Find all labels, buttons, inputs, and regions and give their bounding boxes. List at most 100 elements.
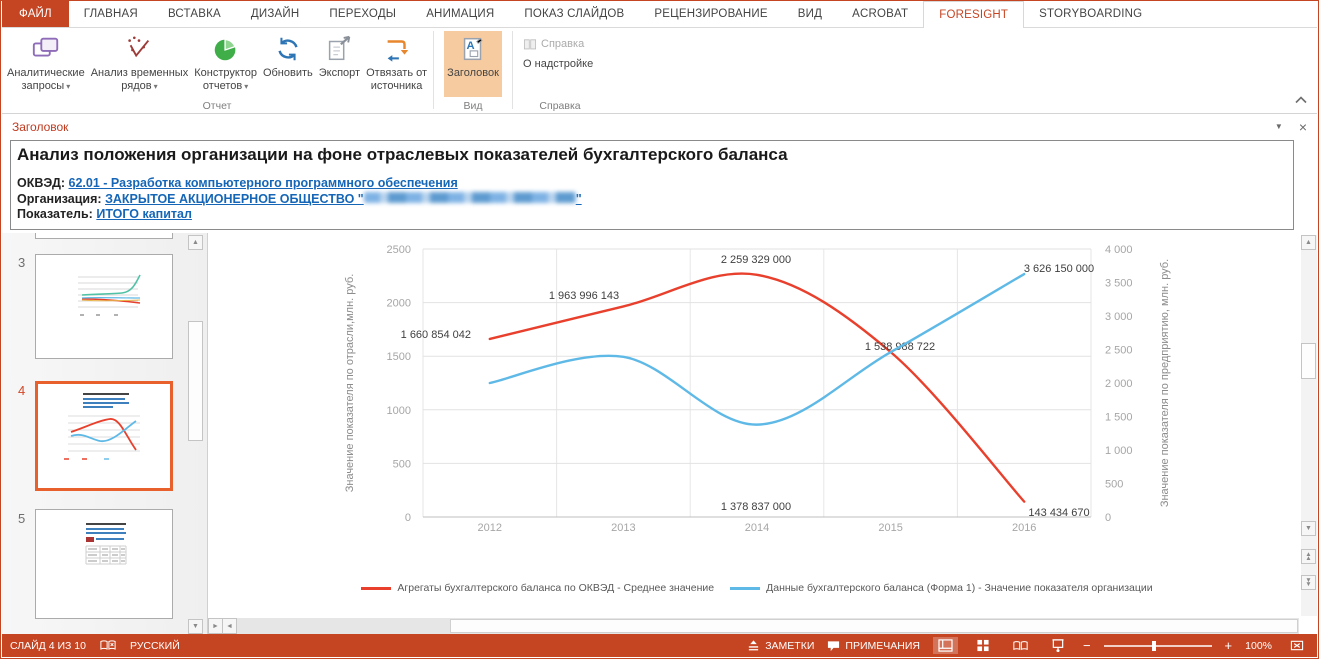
- unlink-source-button[interactable]: Отвязать от источника: [363, 31, 430, 97]
- slide-2-thumbnail-partial[interactable]: [35, 233, 173, 239]
- tab-review[interactable]: РЕЦЕНЗИРОВАНИЕ: [654, 8, 768, 20]
- slideshow-icon: [1052, 639, 1064, 652]
- organization-link[interactable]: ЗАКРЫТОЕ АКЦИОНЕРНОЕ ОБЩЕСТВО " ": [105, 191, 582, 206]
- slide-number-selected: 4: [18, 383, 26, 398]
- comments-toggle[interactable]: ПРИМЕЧАНИЯ: [827, 640, 920, 652]
- title-task-pane: Заголовок ▼ × Анализ положения организац…: [2, 114, 1317, 233]
- zoom-level[interactable]: 100%: [1245, 639, 1272, 652]
- comments-icon: [828, 640, 840, 651]
- chart-data-label: 3 626 150 000: [1024, 263, 1094, 275]
- tab-transitions[interactable]: ПЕРЕХОДЫ: [329, 8, 397, 20]
- unlink-source-icon: [381, 33, 413, 65]
- slide-3-thumbnail[interactable]: [35, 254, 173, 359]
- horizontal-scrollbar-thumb[interactable]: [450, 619, 1298, 633]
- slide-counter[interactable]: СЛАЙД 4 ИЗ 10: [10, 639, 86, 652]
- dropdown-arrow-icon: ▾: [66, 82, 71, 91]
- zoom-out-button[interactable]: −: [1082, 638, 1091, 653]
- legend-label: Агрегаты бухгалтерского баланса по ОКВЭД…: [397, 582, 715, 594]
- tab-slideshow[interactable]: ПОКАЗ СЛАЙДОВ: [524, 8, 625, 20]
- tab-design[interactable]: ДИЗАЙН: [250, 8, 300, 20]
- group-label-help: Справка: [539, 100, 581, 112]
- x-axis-year-label: 2014: [745, 522, 769, 534]
- tab-insert[interactable]: ВСТАВКА: [167, 8, 221, 20]
- thumbnail-scrollbar: ▲ ▼: [188, 235, 203, 634]
- scroll-left-icon[interactable]: ◄: [222, 618, 237, 634]
- scroll-down-icon[interactable]: ▼: [1301, 521, 1316, 536]
- tab-file[interactable]: ФАЙЛ: [2, 1, 69, 27]
- chart-data-label: 1 660 854 042: [401, 329, 471, 341]
- tab-view[interactable]: ВИД: [797, 8, 823, 20]
- right-axis-tick-label: 1 500: [1105, 412, 1133, 424]
- indicator-link[interactable]: ИТОГО капитал: [96, 207, 192, 221]
- group-label-view: Вид: [463, 100, 483, 112]
- export-button[interactable]: Экспорт: [316, 31, 363, 97]
- legend-item-organization: Данные бухгалтерского баланса (Форма 1) …: [730, 582, 1153, 594]
- scroll-up-icon[interactable]: ▲: [1301, 235, 1316, 250]
- help-button[interactable]: Справка: [520, 35, 596, 53]
- workspace: 3 4: [2, 233, 1317, 636]
- editor-horizontal-scrollbar: ◄: [222, 618, 1299, 634]
- slide-editor: 0 500 1000 1500 2000 2500 0 500 1 000 1 500 2 000 2…: [208, 233, 1317, 636]
- tab-foresight[interactable]: FORESIGHT: [923, 1, 1025, 28]
- slide-4-thumbnail[interactable]: [35, 381, 173, 491]
- notes-toggle[interactable]: ЗАМЕТКИ: [747, 640, 814, 652]
- left-axis-tick-label: 1000: [387, 405, 411, 417]
- tab-acrobat[interactable]: ACROBAT: [852, 8, 909, 20]
- time-series-icon: [123, 33, 155, 65]
- indicator-label: Показатель:: [17, 207, 93, 221]
- left-axis-tick-label: 500: [393, 458, 411, 470]
- thumbnail-scrollbar-thumb[interactable]: [188, 321, 203, 441]
- tab-home[interactable]: ГЛАВНАЯ: [83, 8, 138, 20]
- help-book-icon: [524, 39, 537, 50]
- zoom-slider-handle[interactable]: [1151, 640, 1156, 651]
- right-axis-tick-label: 2 000: [1105, 378, 1133, 390]
- reading-view-button[interactable]: [1008, 638, 1033, 654]
- report-header-box: Анализ положения организации на фоне отр…: [10, 140, 1294, 230]
- slide-sorter-view-button[interactable]: [971, 637, 995, 654]
- fit-slide-to-window-button[interactable]: [1285, 637, 1309, 654]
- zoom-slider[interactable]: [1103, 640, 1212, 651]
- title-toggle-button[interactable]: A Заголовок: [444, 31, 502, 97]
- normal-view-button[interactable]: [932, 637, 958, 654]
- pane-menu-arrow-icon[interactable]: ▼: [1274, 122, 1283, 131]
- report-title: Анализ положения организации на фоне отр…: [17, 145, 788, 164]
- pane-close-icon[interactable]: ×: [1298, 118, 1307, 135]
- language-indicator[interactable]: РУССКИЙ: [129, 639, 180, 652]
- slide-4-thumbnail-preview: [64, 393, 140, 460]
- okved-link[interactable]: 62.01 - Разработка компьютерного програм…: [68, 176, 458, 190]
- group-label-report: Отчет: [202, 100, 232, 112]
- collapse-ribbon-icon[interactable]: [1295, 91, 1307, 109]
- tab-animations[interactable]: АНИМАЦИЯ: [426, 8, 495, 20]
- legend-item-industry-average: Агрегаты бухгалтерского баланса по ОКВЭД…: [361, 582, 714, 594]
- editor-scrollbar-thumb[interactable]: [1301, 343, 1316, 379]
- right-axis-tick-label: 3 500: [1105, 278, 1133, 290]
- analytic-queries-button[interactable]: Аналитические запросы ▾: [4, 31, 88, 97]
- next-slide-icon[interactable]: ▼ ▼: [1301, 575, 1316, 590]
- slide-number: 3: [18, 255, 26, 270]
- thumbnail-scroll-up-icon[interactable]: ▲: [188, 235, 203, 250]
- left-axis-tick-label: 0: [405, 512, 411, 524]
- chart-data-label: 1 963 996 143: [549, 290, 619, 302]
- previous-slide-icon[interactable]: ▲ ▲: [1301, 549, 1316, 564]
- spellcheck-icon[interactable]: [100, 639, 116, 652]
- thumbnail-scroll-down-icon[interactable]: ▼: [188, 619, 203, 634]
- editor-vertical-scrollbar: ▲ ▼ ▲ ▲ ▼ ▼: [1301, 235, 1317, 616]
- about-addin-button[interactable]: О надстройке: [523, 58, 594, 70]
- zoom-in-button[interactable]: +: [1224, 638, 1233, 653]
- x-axis-year-label: 2013: [611, 522, 635, 534]
- slide-5-thumbnail[interactable]: [35, 509, 173, 619]
- left-axis-tick-label: 1500: [387, 351, 411, 363]
- report-builder-button[interactable]: Конструктор отчетов ▾: [191, 31, 260, 97]
- refresh-icon: [272, 33, 304, 65]
- legend-swatch-blue: [730, 586, 761, 590]
- slideshow-view-button[interactable]: [1046, 637, 1070, 654]
- time-series-analysis-button[interactable]: Анализ временных рядов ▾: [88, 31, 192, 97]
- refresh-button[interactable]: Обновить: [260, 31, 316, 97]
- right-axis-tick-label: 1 000: [1105, 445, 1133, 457]
- right-axis-tick-label: 2 500: [1105, 345, 1133, 357]
- dropdown-arrow-icon: ▾: [153, 82, 158, 91]
- scroll-right-icon[interactable]: ►: [208, 618, 223, 634]
- tab-storyboarding[interactable]: STORYBOARDING: [1039, 8, 1143, 20]
